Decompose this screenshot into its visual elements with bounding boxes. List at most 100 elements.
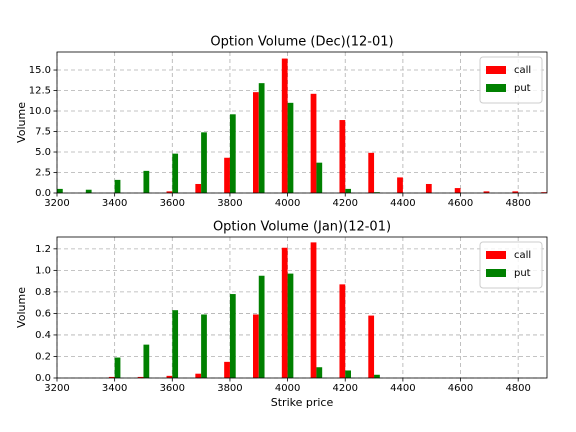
legend-swatch — [486, 251, 506, 259]
bar — [316, 367, 323, 378]
bar — [224, 361, 230, 378]
x-tick-label: 3800 — [217, 198, 242, 209]
legend-swatch — [486, 84, 506, 92]
bar — [374, 192, 380, 193]
y-tick-label: 0.2 — [35, 351, 51, 362]
bar — [172, 310, 179, 378]
bar — [345, 370, 351, 378]
y-tick-label: 7.5 — [35, 127, 51, 138]
chart-title: Option Volume (Dec)(12-01) — [210, 35, 393, 50]
y-tick-label: 0.0 — [35, 373, 51, 384]
bar — [224, 157, 230, 193]
x-tick-label: 3600 — [160, 383, 185, 394]
legend-swatch — [486, 66, 506, 74]
x-tick-label: 3400 — [102, 198, 127, 209]
y-tick-label: 0.8 — [35, 287, 51, 298]
bar — [454, 188, 461, 193]
legend-label: put — [514, 268, 531, 279]
legend: call put — [479, 56, 543, 104]
y-tick-label: 12.5 — [29, 86, 51, 97]
bar — [541, 192, 547, 193]
x-tick-label: 3400 — [102, 383, 127, 394]
x-tick-label: 4600 — [448, 198, 473, 209]
bar — [201, 314, 207, 378]
legend-swatch — [486, 269, 506, 277]
bar — [425, 183, 432, 193]
bar — [57, 188, 63, 193]
bar — [137, 376, 144, 378]
x-tick-label: 3200 — [44, 198, 69, 209]
y-tick-label: 1.2 — [35, 244, 51, 255]
bar — [512, 191, 519, 193]
y-tick-label: 15.0 — [29, 65, 51, 76]
bar — [310, 93, 317, 193]
legend-label: call — [514, 65, 531, 76]
bar — [368, 315, 375, 378]
bar — [397, 177, 403, 193]
bar — [287, 273, 294, 378]
x-tick-label: 4600 — [448, 383, 473, 394]
y-tick-label: 0.0 — [35, 188, 51, 199]
bar — [166, 375, 173, 378]
y-tick-label: 0.4 — [35, 330, 51, 341]
y-tick-label: 2.5 — [35, 168, 51, 179]
bar — [229, 294, 236, 378]
bar — [258, 83, 265, 193]
y-tick-label: 10.0 — [29, 106, 51, 117]
subplot: 3200 3400 3600 3800 4000 4200 4400 4600 4800 0.0 0… — [15, 220, 548, 409]
plot-area — [57, 237, 547, 378]
y-tick-label: 1.0 — [35, 265, 51, 276]
y-tick-label: 5.0 — [35, 147, 51, 158]
bar — [166, 191, 173, 193]
plot-area — [57, 52, 547, 193]
x-tick-label: 3600 — [160, 198, 185, 209]
bar — [287, 102, 294, 193]
bar — [85, 189, 92, 193]
chart-title: Option Volume (Jan)(12-01) — [213, 220, 391, 235]
bar — [253, 92, 259, 193]
bar — [114, 357, 121, 378]
bar — [229, 114, 236, 193]
x-tick-label: 4200 — [333, 198, 358, 209]
bar — [201, 132, 207, 193]
bar — [195, 373, 202, 378]
x-axis-label: Strike price — [271, 396, 334, 409]
legend-box — [479, 56, 543, 104]
bar — [172, 153, 179, 193]
bar — [374, 374, 380, 378]
x-tick-label: 3800 — [217, 383, 242, 394]
x-tick-label: 4400 — [390, 198, 415, 209]
frame — [56, 236, 548, 379]
legend-label: put — [514, 83, 531, 94]
legend-box — [479, 241, 543, 289]
bar — [316, 162, 323, 193]
x-tick-label: 4400 — [390, 383, 415, 394]
frame — [56, 51, 548, 194]
x-tick-label: 4000 — [275, 383, 300, 394]
x-tick-label: 3200 — [44, 383, 69, 394]
y-tick-label: 0.6 — [35, 308, 51, 319]
bar — [258, 275, 265, 378]
legend-label: call — [514, 250, 531, 261]
bar — [339, 120, 346, 193]
y-axis-label: Volume — [15, 102, 28, 143]
bar — [483, 191, 490, 193]
bar — [345, 188, 351, 193]
bar — [114, 179, 121, 193]
bar — [281, 247, 288, 378]
x-tick-label: 4800 — [505, 198, 530, 209]
bar — [143, 344, 150, 378]
bar — [195, 183, 202, 193]
bar — [310, 242, 317, 378]
bar — [368, 152, 375, 193]
x-tick-label: 4000 — [275, 198, 300, 209]
subplot: 3200 3400 3600 3800 4000 4200 4400 4600 4800 0.0 2… — [15, 35, 548, 209]
bar — [108, 376, 115, 378]
x-tick-label: 4800 — [505, 383, 530, 394]
bar — [339, 284, 346, 378]
bar — [253, 314, 259, 378]
bar — [143, 170, 150, 193]
legend: call put — [479, 241, 543, 289]
x-tick-label: 4200 — [333, 383, 358, 394]
